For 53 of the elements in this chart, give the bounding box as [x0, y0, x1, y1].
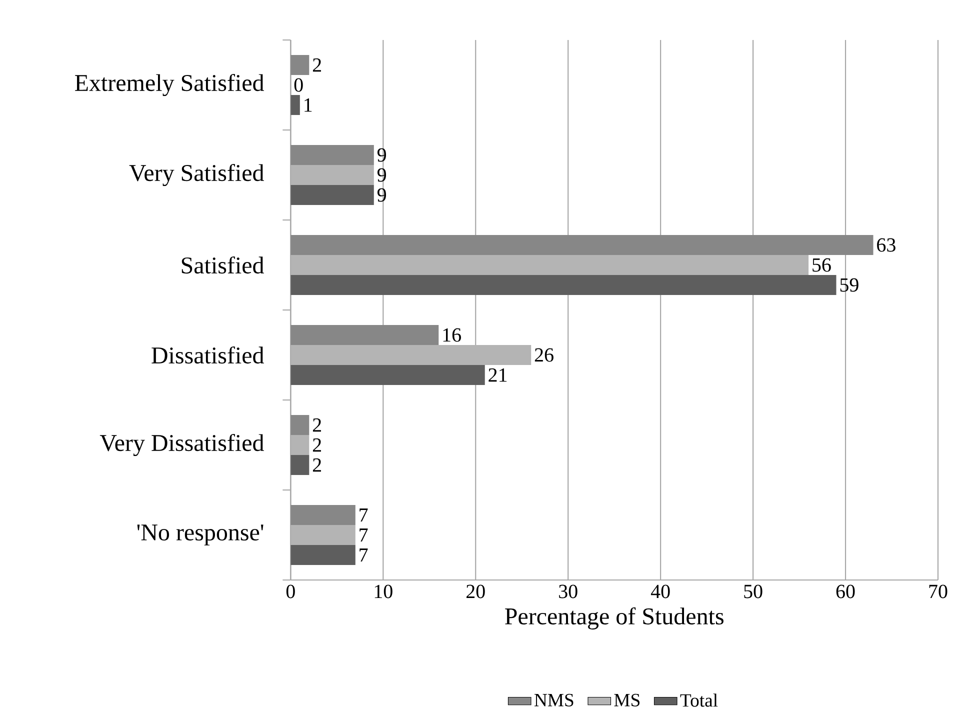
bar [290, 255, 809, 276]
x-tick-label: 0 [286, 584, 295, 598]
data-label: 7 [360, 548, 368, 562]
bar [290, 185, 374, 206]
bar [290, 145, 374, 166]
x-tick-label: 30 [559, 584, 578, 598]
y-tick-label: Very Satisfied [129, 164, 264, 186]
y-tick-label: Extremely Satisfied [75, 74, 264, 96]
y-tick-label: Dissatisfied [152, 346, 264, 364]
data-label: 26 [534, 348, 554, 362]
bar [290, 455, 310, 476]
data-label: 56 [812, 258, 831, 272]
data-label: 2 [312, 418, 321, 432]
data-label: 9 [377, 148, 386, 162]
data-label: 9 [377, 168, 386, 182]
x-tick-label: 20 [466, 584, 485, 598]
data-label: 21 [488, 368, 507, 382]
bar [290, 415, 310, 436]
y-tick-label: Very Dissatisfied [100, 434, 264, 456]
bar [290, 275, 836, 296]
bar [290, 55, 310, 76]
bar [290, 365, 485, 386]
data-label: 2 [312, 438, 321, 452]
x-tick-label: 50 [744, 584, 762, 598]
legend-label: MS [614, 694, 640, 707]
y-tick-label: Satisfied [182, 256, 264, 274]
data-label: 2 [312, 58, 321, 72]
data-label: 16 [443, 328, 461, 342]
data-label: 0 [294, 78, 303, 92]
bar [290, 95, 300, 116]
bar [290, 165, 374, 186]
x-tick-label: 70 [929, 584, 948, 598]
data-label: 7 [360, 508, 368, 522]
bar [290, 545, 356, 566]
x-tick-label: 10 [374, 584, 392, 598]
data-label: 1 [304, 98, 312, 112]
legend-label: NMS [534, 694, 574, 707]
y-tick-label: 'No response' [137, 524, 264, 546]
x-axis-title: Percentage of Students [505, 607, 724, 630]
legend-label: Total [680, 694, 718, 707]
bar [290, 325, 439, 346]
x-tick-label: 40 [650, 584, 670, 598]
bar [290, 235, 874, 256]
bar [290, 435, 310, 456]
data-label: 2 [312, 458, 321, 472]
data-label: 7 [360, 528, 368, 542]
data-label: 59 [840, 278, 858, 292]
data-label: 9 [377, 188, 386, 202]
data-label: 63 [877, 238, 896, 252]
bar [290, 525, 356, 546]
bar [290, 345, 532, 366]
bar [290, 505, 356, 526]
x-tick-label: 60 [836, 584, 855, 598]
